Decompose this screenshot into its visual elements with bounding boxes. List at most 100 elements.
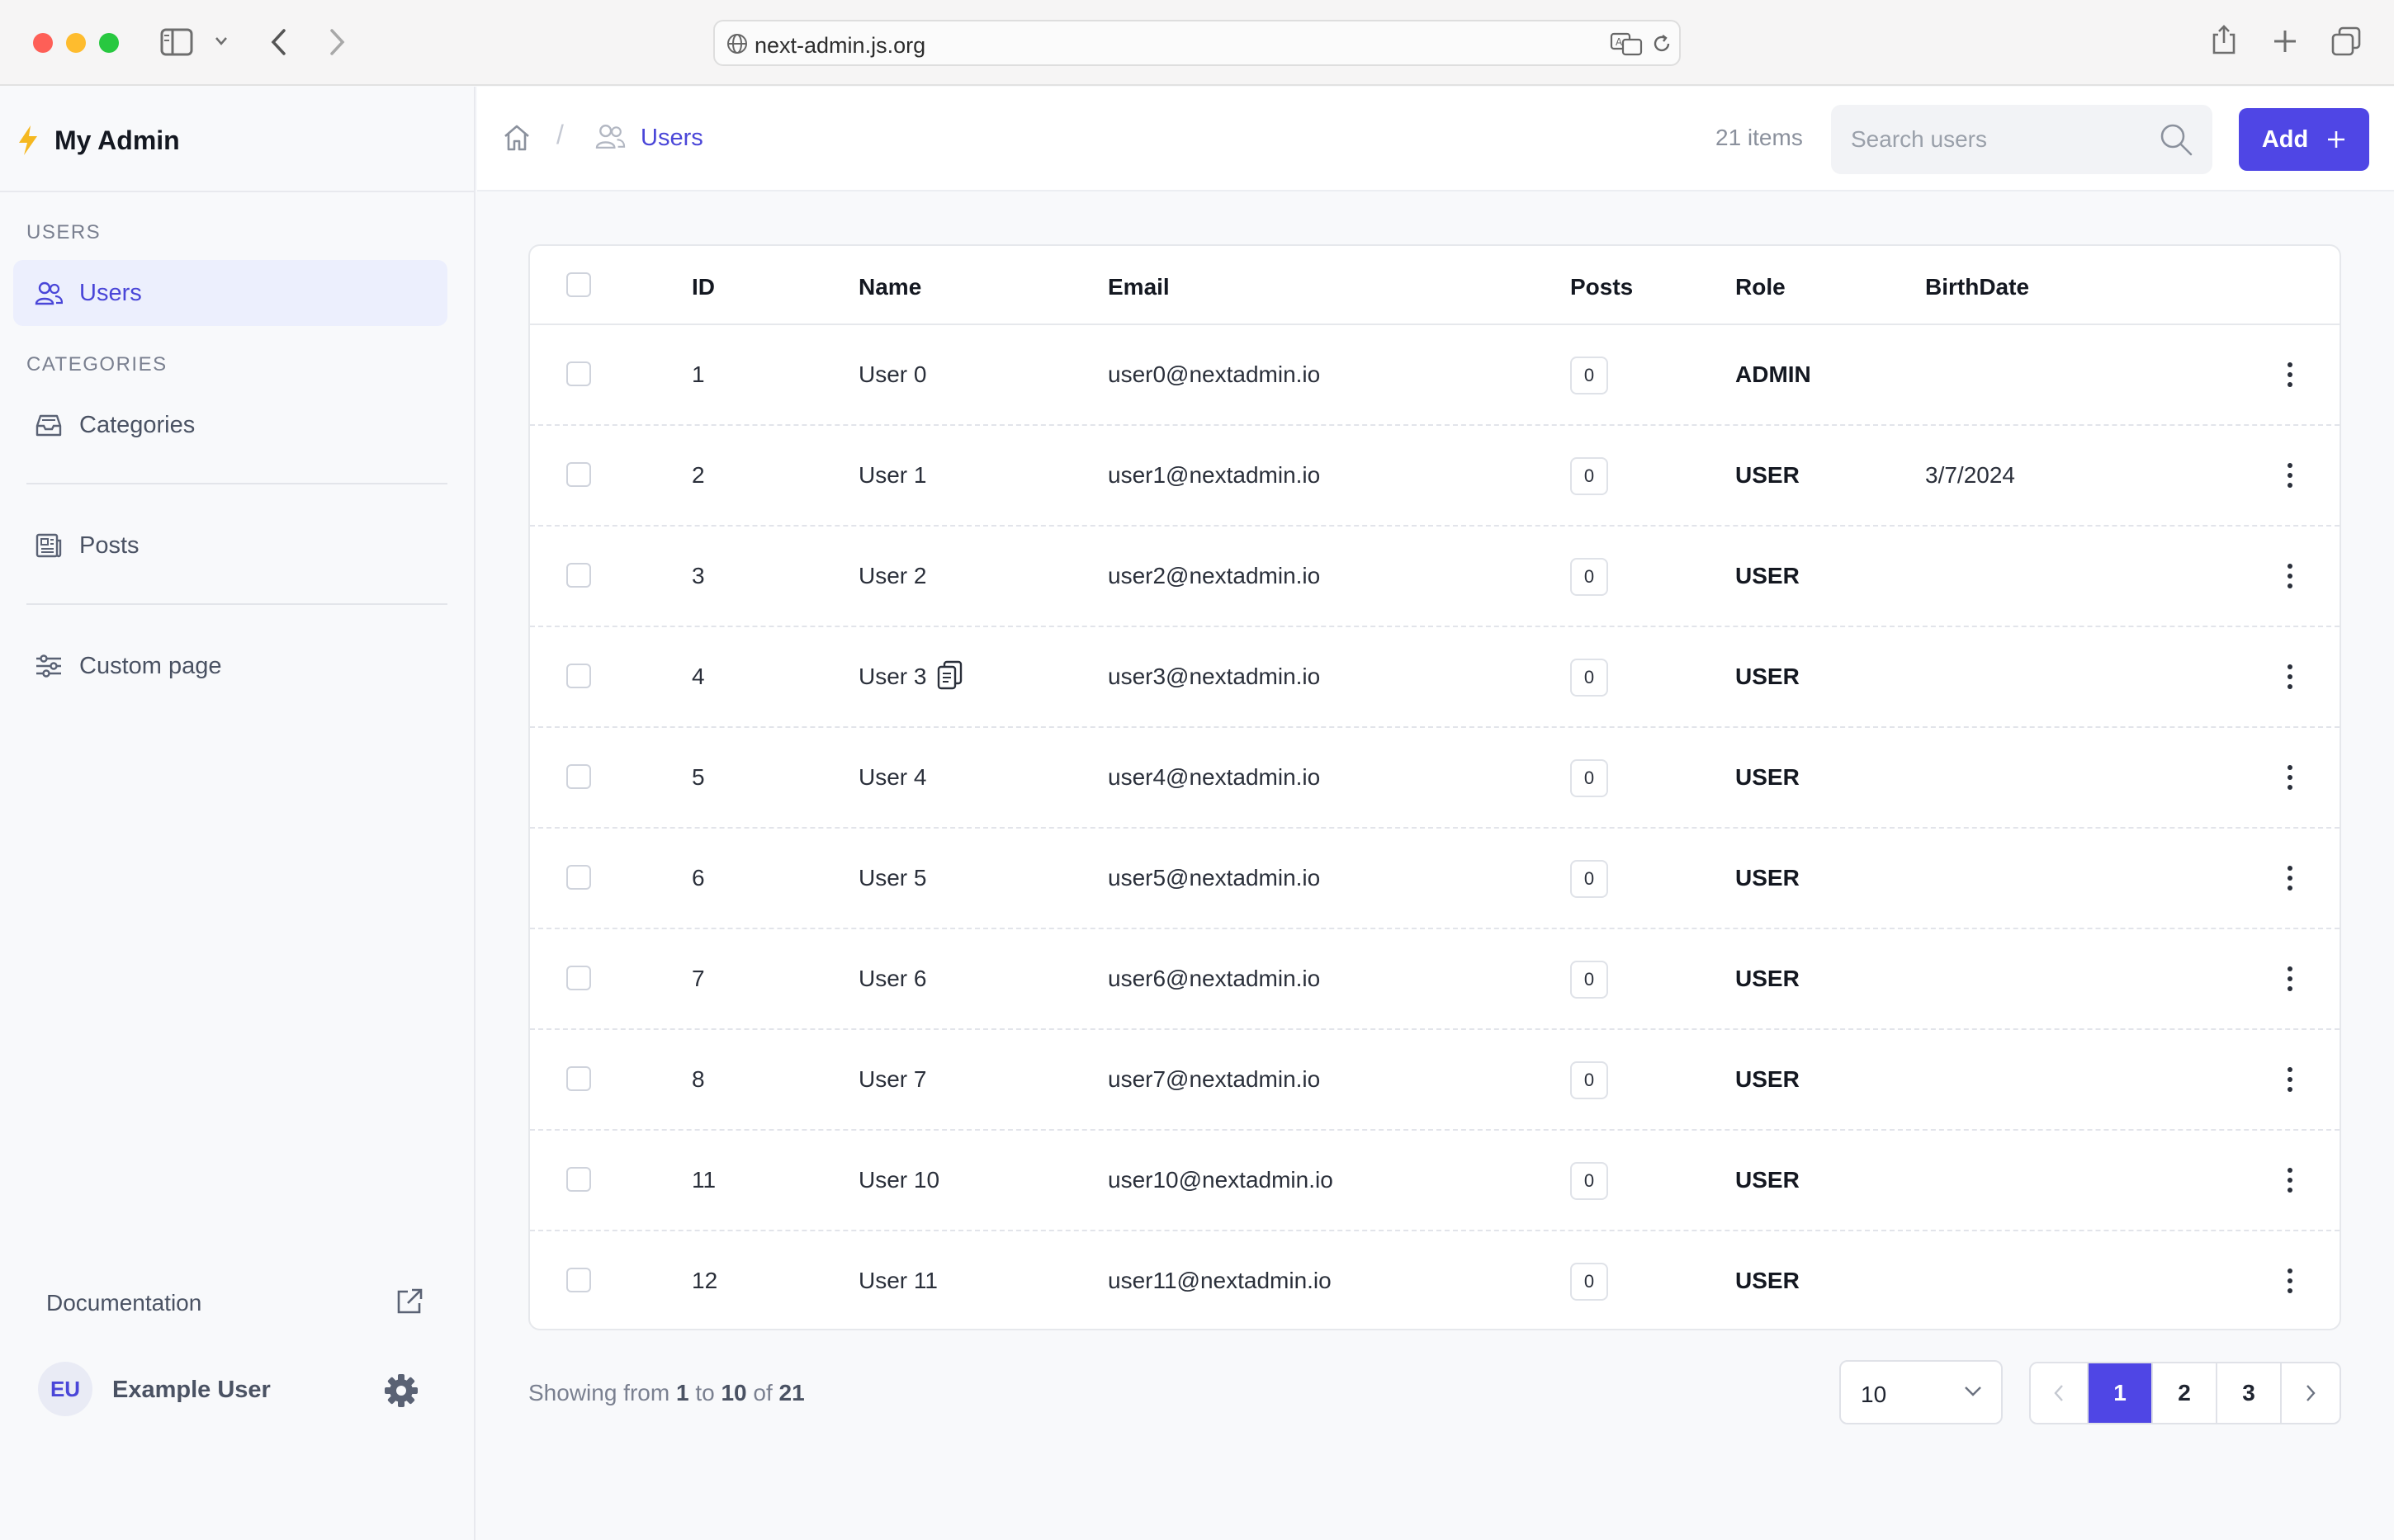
row-actions-menu-icon[interactable]	[2273, 660, 2306, 693]
row-checkbox[interactable]	[566, 361, 591, 386]
table-row[interactable]: 1 User 0 user0@nextadmin.io 0 ADMIN	[530, 325, 2340, 426]
showing-total: 21	[778, 1380, 805, 1405]
row-checkbox[interactable]	[566, 1167, 591, 1192]
row-actions-menu-icon[interactable]	[2273, 1264, 2306, 1297]
per-page-select[interactable]: 10	[1839, 1360, 2003, 1424]
row-actions-menu-icon[interactable]	[2273, 761, 2306, 794]
sidebar-item-users[interactable]: Users	[13, 260, 447, 326]
divider	[0, 191, 474, 192]
cell-name: User 4	[859, 764, 927, 790]
row-actions-menu-icon[interactable]	[2273, 1063, 2306, 1096]
sidebar-item-custom-page[interactable]: Custom page	[13, 633, 447, 699]
cell-id: 1	[692, 361, 705, 387]
table-row[interactable]: 6 User 5 user5@nextadmin.io 0 USER	[530, 829, 2340, 929]
column-header-name[interactable]: Name	[859, 274, 922, 300]
close-window-button[interactable]	[33, 33, 53, 53]
home-icon[interactable]	[502, 123, 532, 153]
row-checkbox[interactable]	[566, 664, 591, 688]
sidebar-item-categories[interactable]: Categories	[13, 392, 447, 458]
reload-icon[interactable]	[1651, 33, 1672, 54]
table-row[interactable]: 3 User 2 user2@nextadmin.io 0 USER	[530, 527, 2340, 627]
showing-to: 10	[721, 1380, 747, 1405]
search-box[interactable]	[1831, 105, 2212, 174]
posts-count-badge: 0	[1570, 659, 1608, 697]
search-icon[interactable]	[2158, 121, 2194, 158]
previous-page-button[interactable]	[2031, 1363, 2089, 1423]
page-button-1[interactable]: 1	[2089, 1363, 2153, 1423]
external-link-icon[interactable]	[395, 1287, 424, 1316]
avatar[interactable]: EU	[38, 1362, 92, 1416]
row-actions-menu-icon[interactable]	[2273, 358, 2306, 391]
search-input[interactable]	[1851, 121, 2148, 158]
share-icon[interactable]	[2211, 23, 2237, 56]
new-tab-icon[interactable]	[2272, 28, 2298, 54]
row-actions-menu-icon[interactable]	[2273, 862, 2306, 895]
row-checkbox[interactable]	[566, 1268, 591, 1292]
add-button-label: Add	[2261, 125, 2309, 153]
column-header-id[interactable]: ID	[692, 274, 715, 300]
column-header-email[interactable]: Email	[1108, 274, 1170, 300]
table-row[interactable]: 5 User 4 user4@nextadmin.io 0 USER	[530, 728, 2340, 829]
next-page-button[interactable]	[2282, 1363, 2340, 1423]
breadcrumb-separator: /	[556, 120, 564, 149]
column-header-birthdate[interactable]: BirthDate	[1925, 274, 2030, 300]
table-row[interactable]: 12 User 11 user11@nextadmin.io 0 USER	[530, 1231, 2340, 1329]
row-checkbox[interactable]	[566, 1066, 591, 1091]
row-checkbox[interactable]	[566, 865, 591, 890]
row-checkbox[interactable]	[566, 966, 591, 990]
row-checkbox[interactable]	[566, 764, 591, 789]
row-checkbox[interactable]	[566, 462, 591, 487]
documentation-link[interactable]: Documentation	[46, 1290, 202, 1316]
cell-role: ADMIN	[1735, 361, 1811, 387]
row-checkbox[interactable]	[566, 563, 591, 588]
zoom-window-button[interactable]	[99, 33, 119, 53]
cell-id: 4	[692, 664, 705, 689]
showing-to-word: to	[695, 1380, 715, 1405]
sidebar-toggle-icon[interactable]	[160, 28, 193, 56]
section-label-categories: CATEGORIES	[26, 353, 168, 376]
cell-email: user11@nextadmin.io	[1108, 1268, 1332, 1293]
table-row[interactable]: 7 User 6 user6@nextadmin.io 0 USER	[530, 929, 2340, 1030]
page-button-2[interactable]: 2	[2153, 1363, 2217, 1423]
cell-email: user5@nextadmin.io	[1108, 865, 1321, 890]
row-actions-menu-icon[interactable]	[2273, 962, 2306, 995]
cell-id: 5	[692, 764, 705, 790]
chevron-down-icon[interactable]	[215, 36, 228, 46]
showing-prefix: Showing from	[528, 1380, 670, 1405]
cell-role: USER	[1735, 1268, 1800, 1293]
minimize-window-button[interactable]	[66, 33, 86, 53]
table-row[interactable]: 2 User 1 user1@nextadmin.io 0 USER 3/7/2024	[530, 426, 2340, 527]
table-row[interactable]: 8 User 7 user7@nextadmin.io 0 USER	[530, 1030, 2340, 1131]
table-header: ID Name Email Posts Role BirthDate	[530, 246, 2340, 325]
row-actions-menu-icon[interactable]	[2273, 1164, 2306, 1197]
add-button[interactable]: Add	[2239, 108, 2369, 171]
tab-overview-icon[interactable]	[2331, 26, 2361, 56]
clipboard-copy-icon[interactable]	[936, 659, 964, 690]
section-label-users: USERS	[26, 221, 102, 243]
address-bar[interactable]: next-admin.js.org A	[713, 20, 1681, 66]
row-actions-menu-icon[interactable]	[2273, 560, 2306, 593]
cell-role: USER	[1735, 1167, 1800, 1193]
brand[interactable]: My Admin	[17, 120, 180, 161]
sidebar-item-posts[interactable]: Posts	[13, 513, 447, 579]
breadcrumb-current[interactable]: Users	[641, 125, 703, 151]
forward-icon[interactable]	[327, 28, 347, 56]
column-header-posts[interactable]: Posts	[1570, 274, 1634, 300]
svg-text:A: A	[1616, 36, 1623, 48]
table-row[interactable]: 4 User 3 user3@nextadmin.io 0 USER	[530, 627, 2340, 728]
page-button-3[interactable]: 3	[2217, 1363, 2282, 1423]
back-icon[interactable]	[269, 28, 289, 56]
cell-role: USER	[1735, 563, 1800, 588]
row-actions-menu-icon[interactable]	[2273, 459, 2306, 492]
table-row[interactable]: 11 User 10 user10@nextadmin.io 0 USER	[530, 1131, 2340, 1231]
translate-icon[interactable]: A	[1610, 31, 1643, 56]
users-icon	[35, 279, 63, 307]
select-all-checkbox[interactable]	[566, 272, 591, 297]
cell-email: user7@nextadmin.io	[1108, 1066, 1321, 1092]
gear-icon[interactable]	[383, 1372, 419, 1409]
sidebar-item-label: Users	[79, 279, 142, 306]
cell-name: User 11	[859, 1268, 938, 1293]
user-name[interactable]: Example User	[112, 1377, 271, 1403]
cell-id: 3	[692, 563, 705, 588]
column-header-role[interactable]: Role	[1735, 274, 1786, 300]
